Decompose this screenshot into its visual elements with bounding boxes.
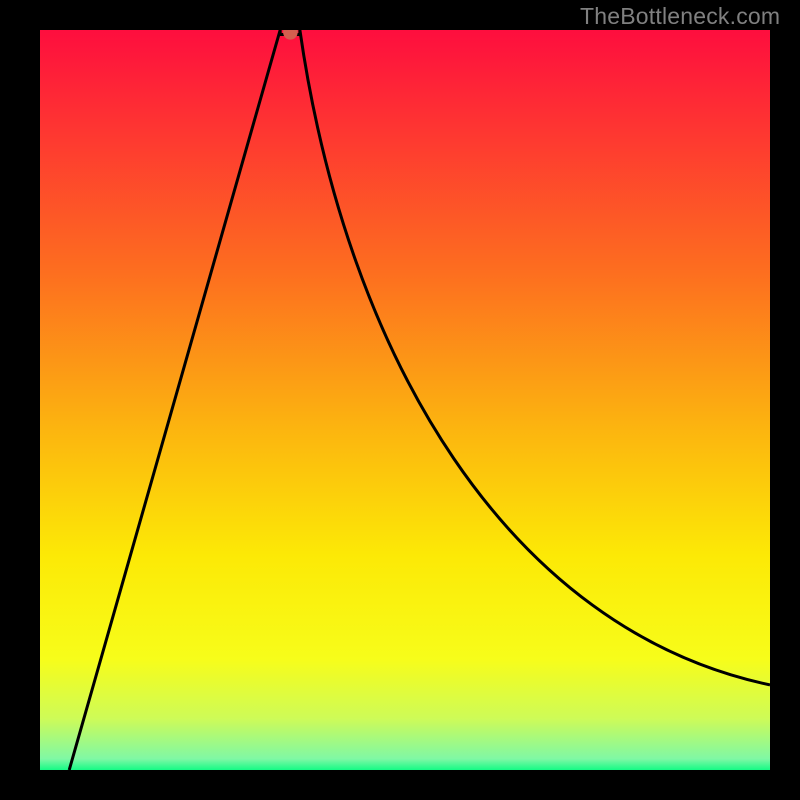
plot-gradient-area — [40, 30, 770, 770]
curve-layer — [40, 30, 770, 770]
chart-frame: TheBottleneck.com — [0, 0, 800, 800]
watermark-text: TheBottleneck.com — [580, 3, 780, 30]
bottleneck-curve — [69, 30, 770, 770]
vertex-marker — [283, 30, 298, 40]
